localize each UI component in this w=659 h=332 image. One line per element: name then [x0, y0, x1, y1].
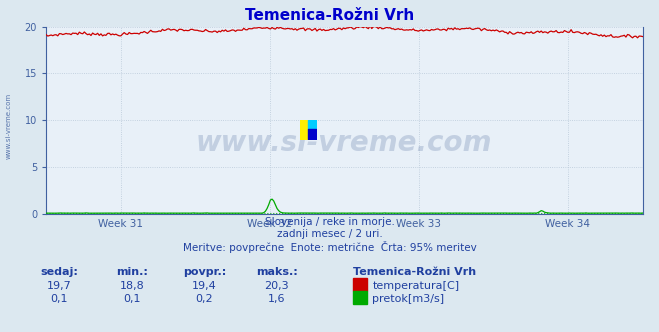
Text: temperatura[C]: temperatura[C] [372, 281, 459, 290]
Text: Slovenija / reke in morje.: Slovenija / reke in morje. [264, 217, 395, 227]
Text: www.si-vreme.com: www.si-vreme.com [5, 93, 11, 159]
Text: 1,6: 1,6 [268, 294, 285, 304]
Text: www.si-vreme.com: www.si-vreme.com [196, 129, 492, 157]
Text: pretok[m3/s]: pretok[m3/s] [372, 294, 444, 304]
Text: 19,7: 19,7 [47, 281, 72, 290]
Text: min.:: min.: [116, 267, 148, 277]
Text: 19,4: 19,4 [192, 281, 217, 290]
Text: Temenica-Rožni Vrh: Temenica-Rožni Vrh [245, 8, 414, 23]
Text: 20,3: 20,3 [264, 281, 289, 290]
Text: Meritve: povprečne  Enote: metrične  Črta: 95% meritev: Meritve: povprečne Enote: metrične Črta:… [183, 241, 476, 253]
Text: povpr.:: povpr.: [183, 267, 226, 277]
Text: Temenica-Rožni Vrh: Temenica-Rožni Vrh [353, 267, 476, 277]
Text: 18,8: 18,8 [119, 281, 144, 290]
Text: 0,1: 0,1 [123, 294, 140, 304]
Text: zadnji mesec / 2 uri.: zadnji mesec / 2 uri. [277, 229, 382, 239]
Text: sedaj:: sedaj: [40, 267, 78, 277]
Text: 0,2: 0,2 [196, 294, 213, 304]
Text: 0,1: 0,1 [51, 294, 68, 304]
Text: maks.:: maks.: [256, 267, 298, 277]
